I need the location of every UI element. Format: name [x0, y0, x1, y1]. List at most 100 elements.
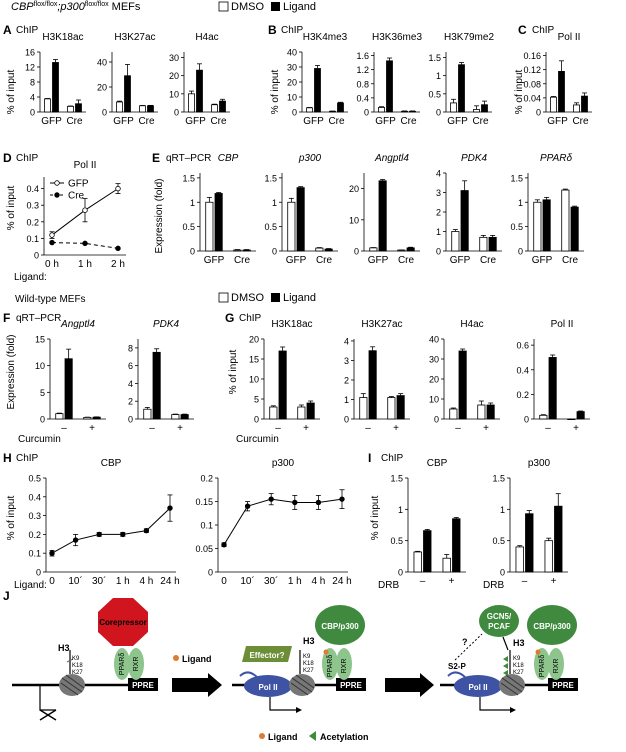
ytick-label-f1-2: 10	[35, 361, 45, 371]
y-title-c: % of input	[514, 70, 525, 115]
bar-f1-1-0	[83, 416, 92, 420]
ytick-label-g4-1: 0.2	[516, 390, 529, 400]
ytick-label-i1-0: 0	[398, 568, 403, 578]
bar-f1-0-0	[55, 413, 64, 420]
ppre-label-1: PPRE	[132, 681, 154, 690]
ytick-label-a2-1: 20	[97, 83, 107, 93]
ytick-label-b3-1: 0.5	[428, 89, 441, 99]
ytick-label-e4-4: 4	[436, 169, 441, 179]
g-curcumin-label: Curcumin	[236, 434, 279, 445]
ytick-label-a3-0: 0	[174, 108, 179, 118]
bar-a3-0-0	[188, 93, 195, 113]
chart-e4: 0 1 2 3 4 PDK4 GFP Cre	[436, 153, 502, 266]
legend-ligand-dot	[259, 733, 265, 739]
ytick-label-e3-0: 0	[354, 247, 359, 257]
bar-b1-0-0	[306, 107, 313, 113]
ytick-label-i1-2: 1	[398, 505, 403, 515]
bar-a1-0-1	[52, 62, 59, 113]
bar-g1-1-0	[297, 406, 306, 420]
bar-a3-1-1	[219, 100, 226, 113]
y-title-i: % of input	[370, 496, 381, 541]
chart-title-b2: H3K36me3	[372, 32, 422, 43]
ytick-label-c-2: 0.08	[523, 79, 541, 89]
ytick-label-e2-0: 0	[272, 247, 277, 257]
chart-g3: 0 10 20 30 40 H4ac – +	[429, 319, 500, 434]
ytick-label-g2-0: 0	[344, 415, 349, 425]
xtick-label-i1-1: +	[449, 576, 455, 587]
legend-label-d-1: Cre	[68, 191, 85, 202]
xtick-label-g1-1: +	[303, 423, 309, 434]
xtick-label-a1-0: GFP	[41, 116, 62, 127]
xtick-label-d-2: 2 h	[111, 259, 125, 270]
chart-title-g1: H3K18ac	[271, 319, 312, 330]
ytick-label-f2-0: 0	[128, 415, 133, 425]
xtick-label-a3-1: Cre	[210, 116, 227, 127]
xtick-label-e5-1: Cre	[562, 255, 579, 266]
legend-acetylation-mark	[309, 731, 316, 741]
ytick-label-i1-1: 0.5	[390, 536, 403, 546]
chart-f2: 0 2 4 6 8 PDK4 – +	[128, 319, 194, 434]
bar-g4-0-0	[539, 414, 548, 420]
xtick-label-e1-1: Cre	[234, 255, 251, 266]
xtick-label-g3-1: +	[483, 423, 489, 434]
bar-e2-0-0	[287, 201, 296, 252]
y-title-b: % of input	[270, 70, 281, 115]
chart-title-f1: Angptl4	[60, 319, 95, 330]
chart-title-b3: H3K79me2	[444, 32, 494, 43]
bar-i1-1-1	[452, 518, 461, 573]
effector-label: Effector?	[249, 651, 284, 660]
ytick-label-i2-3: 1.5	[492, 474, 505, 484]
bar-g4-1-0	[567, 418, 576, 421]
bar-e2-1-1	[324, 248, 333, 252]
ytick-label-e2-1: 0.5	[264, 222, 277, 232]
ppre-label-2: PPRE	[340, 681, 362, 690]
ytick-label-e1-3: 1.5	[182, 173, 195, 183]
k18-label-1: K18	[72, 663, 83, 669]
bar-f1-1-1	[92, 416, 101, 420]
ytick-label-a2-2: 40	[97, 58, 107, 68]
effector-box	[242, 646, 292, 662]
arrow-1	[172, 673, 222, 697]
i1-drb-label: DRB	[378, 580, 399, 591]
chart-f1: 0 5 10 15 Angptl4 – +	[35, 319, 106, 434]
legend-marker-d-0	[54, 180, 60, 186]
h3-label-2: H3	[303, 636, 315, 646]
ytick-label-e5-2: 1	[518, 198, 523, 208]
bar-e1-1-1	[242, 249, 251, 252]
ppard-label-1: PPARδ	[119, 653, 126, 676]
bar-f2-0-1	[152, 351, 161, 420]
xtick-label-e4-1: Cre	[480, 255, 497, 266]
bar-b2-1-0	[401, 110, 408, 113]
chart-c: 0 0.04 0.08 0.12 0.16 Pol II GFP Cre	[523, 32, 592, 127]
bar-e4-1-0	[479, 236, 488, 252]
k9-label-3: K9	[513, 656, 521, 662]
bar-a1-0-0	[44, 98, 51, 113]
xtick-label-h2-4: 4 h	[311, 576, 325, 587]
y-title-e: Expression (fold)	[154, 178, 165, 253]
ytick-label-g2-1: 1	[344, 395, 349, 405]
chart-a2: 0 20 40 H3K27ac GFP Cre	[97, 32, 158, 127]
bar-g1-0-0	[269, 406, 278, 420]
point-d-1-1	[82, 240, 88, 247]
bar-b1-0-1	[314, 68, 321, 113]
ppre-label-3: PPRE	[552, 681, 574, 690]
bar-b1-1-1	[337, 102, 344, 113]
bar-c-1-0	[573, 104, 580, 113]
bar-e3-0-1	[378, 180, 387, 252]
legend-dmso-label: DMSO	[231, 1, 264, 13]
xtick-label-g4-0: –	[545, 423, 551, 434]
legend-marker-d-1	[54, 192, 60, 198]
bar-e5-0-1	[542, 199, 551, 252]
ytick-label-g2-3: 3	[344, 356, 349, 366]
point-d-0-1	[82, 207, 88, 213]
xtick-label-i2-0: –	[522, 576, 528, 587]
chart-h1: 0 0.1 0.2 0.3 0.4 0.5 CBP 0 10´ 30´ 1 h 4 h 24 h	[28, 458, 179, 587]
bar-e5-1-0	[561, 189, 570, 252]
bar-i2-0-0	[515, 546, 524, 573]
pcaf-label: PCAF	[488, 622, 510, 631]
line-h2-0	[223, 498, 343, 546]
xtick-label-g4-1: +	[573, 423, 579, 434]
xtick-label-f1-1: +	[89, 423, 95, 434]
